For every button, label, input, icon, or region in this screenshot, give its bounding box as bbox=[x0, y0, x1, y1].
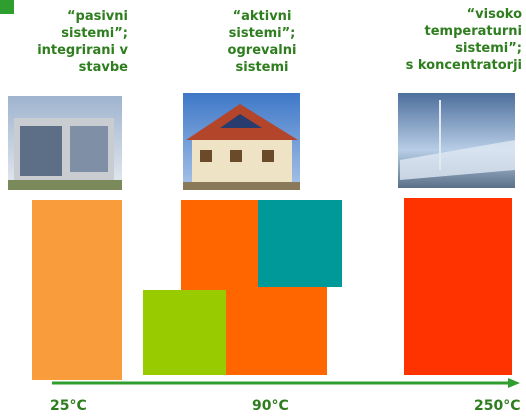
block-active-teal bbox=[258, 200, 342, 287]
axis-arrowhead bbox=[508, 378, 520, 388]
heading-line: stavbe bbox=[78, 60, 128, 75]
heading-line: “aktivni bbox=[232, 9, 292, 24]
heading-active: “aktivni sistemi”; ogrevalni sistemi bbox=[212, 8, 312, 76]
block-concentrator bbox=[404, 198, 512, 375]
temperature-label: 250°C bbox=[474, 398, 521, 414]
photo-active bbox=[183, 93, 300, 190]
photo-concentrator bbox=[398, 93, 515, 188]
heading-line: integrirani v bbox=[37, 43, 128, 58]
photo-passive bbox=[8, 96, 122, 190]
block-active-green bbox=[143, 290, 226, 375]
heading-passive: “pasivni sistemi”; integrirani v stavbe bbox=[20, 8, 128, 76]
heading-line: sistemi bbox=[235, 60, 289, 75]
temperature-label: 25°C bbox=[50, 398, 87, 414]
corner-mark bbox=[0, 0, 14, 14]
heading-line: sistemi”; bbox=[61, 26, 128, 41]
temperature-label: 90°C bbox=[252, 398, 289, 414]
heading-line: sistemi”; bbox=[228, 26, 296, 41]
block-passive bbox=[32, 200, 122, 380]
heading-concentrator: “visoko temperaturni sistemi”; s koncent… bbox=[380, 6, 522, 74]
heading-line: s koncentratorji bbox=[405, 58, 522, 73]
heading-line: sistemi”; bbox=[455, 41, 522, 56]
heading-line: “pasivni bbox=[66, 9, 128, 24]
heading-line: temperaturni bbox=[424, 24, 522, 39]
heading-line: ogrevalni bbox=[227, 43, 297, 58]
heading-line: “visoko bbox=[466, 7, 522, 22]
